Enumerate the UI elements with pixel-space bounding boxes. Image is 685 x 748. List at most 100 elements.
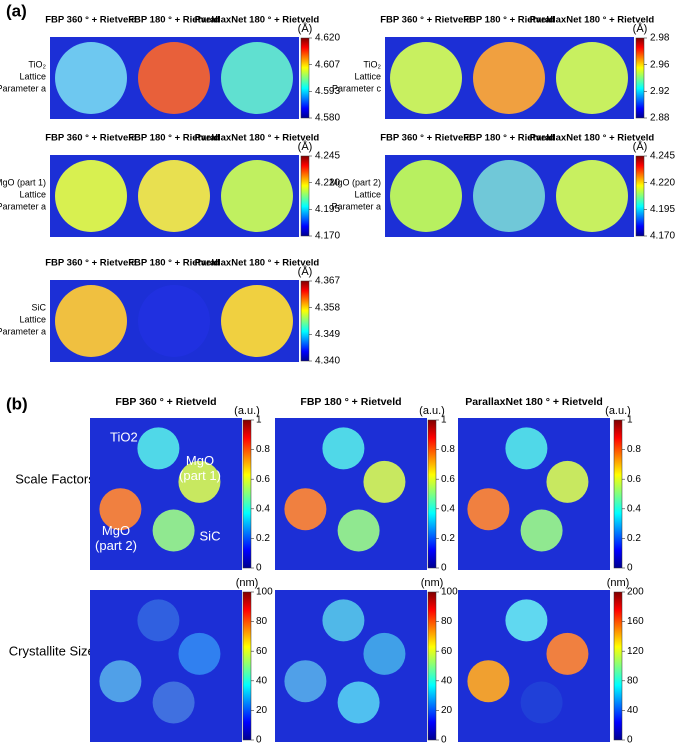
column-header: ParallaxNet 180 ° + Rietveld <box>195 258 320 269</box>
sample-label: SiC <box>200 528 221 543</box>
row-label: Crystallite Sizes <box>9 643 102 658</box>
colorbar-tick-label: 20 <box>256 705 268 716</box>
sample-map <box>473 42 545 114</box>
colorbar <box>635 155 645 237</box>
colorbar-tick-label: 2.88 <box>650 113 670 124</box>
colorbar-tick-label: 40 <box>627 705 639 716</box>
sample-map <box>152 681 195 724</box>
colorbar-tick-label: 2.96 <box>650 59 670 70</box>
colorbar-tick-label: 0.2 <box>627 533 641 544</box>
sample-map <box>546 460 589 503</box>
column-header: ParallaxNet 180 ° + Rietveld <box>465 396 603 408</box>
sample-map <box>390 42 462 114</box>
sample-map <box>178 632 221 675</box>
sample-map <box>505 599 548 642</box>
colorbar-tick-label: 200 <box>627 587 644 598</box>
sample-map <box>138 160 210 232</box>
sample-map <box>546 632 589 675</box>
colorbar-unit: (a.u.) <box>419 405 445 417</box>
sample-map <box>556 42 628 114</box>
sample-map <box>363 460 406 503</box>
sample-map <box>467 660 510 703</box>
column-header: ParallaxNet 180 ° + Rietveld <box>530 15 655 26</box>
sample-map <box>221 285 293 357</box>
sample-map <box>284 660 327 703</box>
sample-map <box>284 488 327 531</box>
column-header: ParallaxNet 180 ° + Rietveld <box>530 133 655 144</box>
colorbar-tick-label: 0.8 <box>256 444 270 455</box>
colorbar-tick-label: 4.170 <box>315 231 340 242</box>
row-label: Lattice <box>19 314 46 324</box>
colorbar-unit: (Å) <box>298 140 313 153</box>
row-label: SiC <box>31 302 46 312</box>
sample-map <box>221 42 293 114</box>
column-header: FBP 360 ° + Rietveld <box>45 133 137 144</box>
sample-map <box>520 681 563 724</box>
colorbar <box>427 419 437 569</box>
colorbar-tick-label: 1 <box>627 415 633 426</box>
colorbar <box>300 155 310 237</box>
sample-map <box>55 160 127 232</box>
colorbar-tick-label: 0 <box>256 563 262 574</box>
sample-map <box>138 42 210 114</box>
colorbar-tick-label: 100 <box>441 587 458 598</box>
row-label: Lattice <box>19 189 46 199</box>
sample-map <box>473 160 545 232</box>
column-header: FBP 360 ° + Rietveld <box>380 133 472 144</box>
sample-map <box>505 427 548 470</box>
sample-map <box>322 427 365 470</box>
colorbar-tick-label: 0.4 <box>441 503 455 514</box>
sample-label: TiO2 <box>110 429 138 444</box>
column-header: FBP 360 ° + Rietveld <box>45 258 137 269</box>
sample-map <box>390 160 462 232</box>
colorbar-tick-label: 80 <box>256 616 268 627</box>
colorbar-unit: (Å) <box>633 140 648 153</box>
colorbar-tick-label: 4.195 <box>650 204 675 215</box>
colorbar-unit: (a.u.) <box>234 405 260 417</box>
sample-map <box>337 509 380 552</box>
colorbar-tick-label: 60 <box>256 646 268 657</box>
colorbar-tick-label: 0.4 <box>256 503 270 514</box>
colorbar-unit: (nm) <box>421 577 444 589</box>
sample-map <box>467 488 510 531</box>
colorbar-tick-label: 0.4 <box>627 503 641 514</box>
sample-map <box>322 599 365 642</box>
row-label: Parameter a <box>0 326 46 336</box>
column-header: FBP 180 ° + Rietveld <box>128 15 220 26</box>
column-header: FBP 360 ° + Rietveld <box>45 15 137 26</box>
column-header: ParallaxNet 180 ° + Rietveld <box>195 133 320 144</box>
colorbar-unit: (Å) <box>298 22 313 35</box>
row-label: TiO₂ <box>363 59 381 69</box>
colorbar-tick-label: 0.6 <box>256 474 270 485</box>
column-header: FBP 180 ° + Rietveld <box>463 133 555 144</box>
sample-label-line: MgO <box>186 453 214 468</box>
sample-map <box>152 509 195 552</box>
colorbar-tick-label: 0.6 <box>441 474 455 485</box>
colorbar-tick-label: 4.358 <box>315 302 340 313</box>
colorbar-tick-label: 4.245 <box>650 151 675 162</box>
colorbar <box>300 37 310 119</box>
row-label: Lattice <box>19 71 46 81</box>
colorbar-tick-label: 40 <box>256 675 268 686</box>
colorbar-tick-label: 4.170 <box>650 231 675 242</box>
colorbar-tick-label: 80 <box>441 616 453 627</box>
panel-label: (a) <box>6 1 27 20</box>
colorbar-unit: (nm) <box>607 577 630 589</box>
sample-map <box>99 660 142 703</box>
colorbar-tick-label: 2.98 <box>650 33 670 44</box>
colorbar-tick-label: 0.8 <box>441 444 455 455</box>
row-label: MgO (part 1) <box>0 177 46 187</box>
column-header: FBP 180 ° + Rietveld <box>300 396 401 408</box>
colorbar <box>427 591 437 741</box>
sample-map <box>178 460 221 503</box>
colorbar-tick-label: 0 <box>441 735 447 746</box>
colorbar-tick-label: 120 <box>627 646 644 657</box>
sample-label: MgO (part 2) <box>95 523 137 553</box>
row-label: TiO₂ <box>28 59 46 69</box>
row-label: Lattice <box>354 189 381 199</box>
sample-map <box>221 160 293 232</box>
colorbar-tick-label: 4.593 <box>315 86 340 97</box>
colorbar <box>300 280 310 362</box>
colorbar-unit: (nm) <box>236 577 259 589</box>
